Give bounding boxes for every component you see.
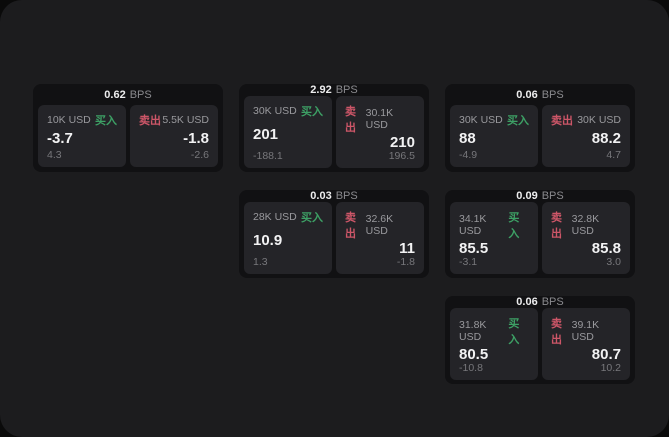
bps-unit: BPS: [541, 296, 564, 308]
sell-amount: 30.1K USD: [365, 107, 394, 131]
sell-panel[interactable]: 卖出 30K USD 88.2 4.7: [542, 105, 630, 167]
buy-side-label: 买入: [301, 106, 323, 118]
bps-header: 0.62 BPS: [38, 84, 218, 105]
buy-side-label: 买入: [508, 212, 520, 240]
buy-amount: 34.1K USD: [459, 213, 487, 237]
buy-change: 1.3: [253, 256, 268, 268]
buy-change: 4.3: [47, 149, 62, 161]
buy-change: -188.1: [253, 150, 283, 162]
sell-price: 80.7: [591, 346, 621, 363]
sell-change: 196.5: [388, 150, 415, 162]
buy-side-label: 买入: [507, 115, 529, 127]
quote-card: 2.92 BPS 30K USD 买入 201 -188.1 卖出 30.1K …: [239, 84, 429, 172]
buy-side-label: 买入: [95, 115, 117, 127]
quote-card: 0.09 BPS 34.1K USD 买入 85.5 -3.1 卖出 32.8K…: [445, 190, 635, 278]
bps-unit: BPS: [541, 88, 564, 101]
sell-side-label: 卖出: [551, 212, 562, 240]
sell-price: 85.8: [591, 240, 621, 257]
bps-header: 0.06 BPS: [450, 84, 630, 105]
bps-value: 0.06: [516, 296, 538, 308]
sell-side-label: 卖出: [551, 318, 562, 346]
bps-value: 0.62: [104, 88, 126, 101]
sell-amount: 32.6K USD: [365, 213, 394, 237]
sell-change: 10.2: [600, 362, 621, 374]
buy-change: -4.9: [459, 149, 478, 161]
buy-panel[interactable]: 34.1K USD 买入 85.5 -3.1: [450, 202, 538, 274]
sell-price: 11: [399, 240, 415, 257]
sell-change: 4.7: [606, 149, 621, 161]
bps-value: 0.09: [516, 190, 538, 202]
buy-change: -3.1: [459, 256, 478, 268]
bps-unit: BPS: [541, 190, 564, 202]
buy-price: 80.5: [459, 346, 489, 363]
bps-unit: BPS: [335, 190, 358, 202]
sell-side-label: 卖出: [551, 115, 573, 127]
buy-price: 85.5: [459, 240, 489, 257]
sell-price: 88.2: [591, 130, 621, 147]
sell-price: -1.8: [183, 130, 209, 147]
bps-value: 0.06: [516, 88, 538, 101]
quote-card-grid: 0.62 BPS 10K USD 买入 -3.7 4.3 卖出 5.5K USD: [33, 84, 635, 384]
buy-change: -10.8: [459, 362, 483, 374]
sell-panel[interactable]: 卖出 32.6K USD 11 -1.8: [336, 202, 424, 274]
sell-amount: 32.8K USD: [571, 213, 600, 237]
buy-side-label: 买入: [301, 212, 323, 224]
sell-change: -1.8: [396, 256, 415, 268]
bps-header: 0.03 BPS: [244, 190, 424, 202]
bps-unit: BPS: [129, 88, 152, 101]
bps-unit: BPS: [335, 84, 358, 96]
quote-card: 0.03 BPS 28K USD 买入 10.9 1.3 卖出 32.6K US…: [239, 190, 429, 278]
sell-change: -2.6: [190, 149, 209, 161]
buy-panel[interactable]: 31.8K USD 买入 80.5 -10.8: [450, 308, 538, 380]
sell-panel[interactable]: 卖出 5.5K USD -1.8 -2.6: [130, 105, 218, 167]
quote-card: 0.62 BPS 10K USD 买入 -3.7 4.3 卖出 5.5K USD: [33, 84, 223, 172]
sell-amount: 5.5K USD: [162, 114, 209, 126]
buy-panel[interactable]: 30K USD 买入 201 -188.1: [244, 96, 332, 168]
buy-panel[interactable]: 28K USD 买入 10.9 1.3: [244, 202, 332, 274]
buy-price: 201: [253, 126, 279, 143]
sell-side-label: 卖出: [139, 115, 161, 127]
buy-amount: 30K USD: [459, 114, 503, 126]
buy-amount: 30K USD: [253, 105, 297, 117]
bps-value: 2.92: [310, 84, 332, 96]
bps-value: 0.03: [310, 190, 332, 202]
buy-amount: 28K USD: [253, 211, 297, 223]
bps-header: 2.92 BPS: [244, 84, 424, 96]
sell-amount: 30K USD: [577, 114, 621, 126]
buy-price: 10.9: [253, 232, 283, 249]
sell-change: 3.0: [606, 256, 621, 268]
sell-panel[interactable]: 卖出 30.1K USD 210 196.5: [336, 96, 424, 168]
buy-amount: 31.8K USD: [459, 319, 487, 343]
sell-side-label: 卖出: [345, 106, 356, 134]
buy-panel[interactable]: 10K USD 买入 -3.7 4.3: [38, 105, 126, 167]
sell-side-label: 卖出: [345, 212, 356, 240]
buy-price: -3.7: [47, 130, 73, 147]
bps-header: 0.09 BPS: [450, 190, 630, 202]
quote-card: 0.06 BPS 31.8K USD 买入 80.5 -10.8 卖出 39.1…: [445, 296, 635, 384]
buy-amount: 10K USD: [47, 114, 91, 126]
buy-side-label: 买入: [508, 318, 520, 346]
quote-card: 0.06 BPS 30K USD 买入 88 -4.9 卖出 30K USD: [445, 84, 635, 172]
buy-panel[interactable]: 30K USD 买入 88 -4.9: [450, 105, 538, 167]
sell-panel[interactable]: 卖出 32.8K USD 85.8 3.0: [542, 202, 630, 274]
buy-price: 88: [459, 130, 476, 147]
sell-price: 210: [389, 134, 415, 151]
bps-header: 0.06 BPS: [450, 296, 630, 308]
sell-amount: 39.1K USD: [571, 319, 600, 343]
sell-panel[interactable]: 卖出 39.1K USD 80.7 10.2: [542, 308, 630, 380]
